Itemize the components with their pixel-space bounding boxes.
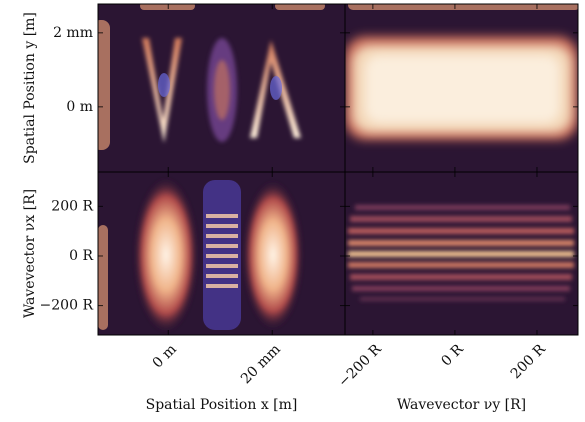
heatmap-image	[345, 4, 578, 140]
heatmap-image	[348, 205, 574, 301]
y-axis-label: Spatial Position y [m]	[22, 12, 38, 164]
y-tick-label: 2 mm	[53, 25, 93, 41]
x-axis-label: Spatial Position x [m]	[146, 397, 298, 413]
y-tick-label: 0 m	[66, 99, 93, 115]
x-tick-label: 0 m	[150, 341, 180, 371]
y-tick-label: −200 R	[40, 298, 94, 314]
panel-frame	[97, 3, 579, 336]
x-tick-label: 200 R	[508, 341, 549, 382]
x-tick-label: −200 R	[335, 341, 384, 390]
y-axis-label: Wavevector νx [R]	[22, 189, 38, 318]
heatmap-image	[98, 4, 325, 150]
y-tick-label: 200 R	[51, 198, 93, 214]
heatmap-image	[98, 177, 303, 333]
x-axis-label: Wavevector νy [R]	[397, 397, 526, 413]
x-tick-label: 0 R	[438, 341, 467, 370]
x-tick-label: 20 mm	[238, 341, 284, 387]
y-tick-label: 0 R	[69, 248, 93, 264]
